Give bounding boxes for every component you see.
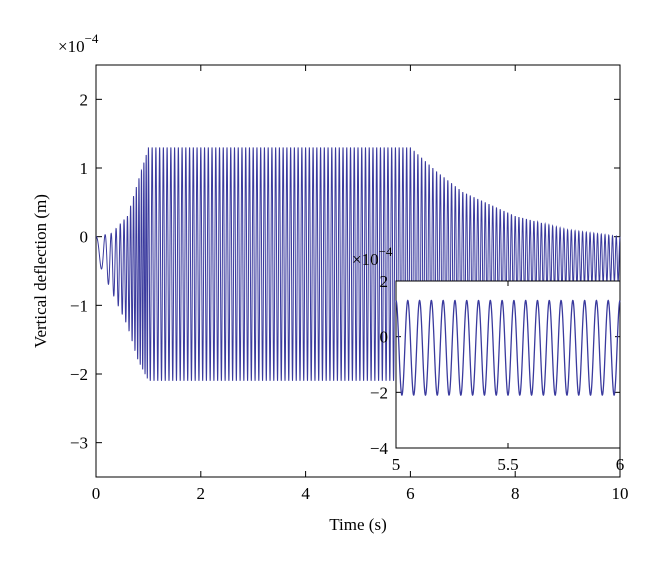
main-y-tick-label: 1: [80, 159, 89, 178]
main-x-tick-label: 8: [511, 484, 520, 503]
inset-y-tick-label: 2: [380, 272, 389, 291]
inset-x-tick-label: 6: [616, 455, 625, 474]
inset-y-tick-label: −2: [370, 383, 388, 402]
inset-x-tick-label: 5.5: [497, 455, 518, 474]
inset-x-tick-label: 5: [392, 455, 401, 474]
main-x-tick-label: 2: [197, 484, 206, 503]
main-y-tick-label: −3: [70, 434, 88, 453]
main-y-tick-label: 2: [80, 90, 89, 109]
inset-y-tick-label: 0: [380, 328, 389, 347]
main-axis-ticks: 0 2 4 6 8 10 −3 −2 −1 0 1 2: [70, 65, 629, 503]
y-axis-label: Vertical deflection (m): [31, 194, 50, 348]
inset-plot-area: [395, 280, 621, 449]
main-y-tick-label: −2: [70, 365, 88, 384]
main-x-tick-label: 6: [406, 484, 415, 503]
main-plot-area: [95, 64, 621, 478]
main-x-tick-label: 10: [612, 484, 629, 503]
y-multiplier: ×10−4: [58, 31, 99, 56]
inset-y-multiplier: ×10−4: [352, 244, 393, 269]
main-y-tick-label: 0: [80, 228, 89, 247]
inset-series-line: [395, 299, 621, 397]
main-series-line: [95, 147, 621, 381]
inset-y-tick-label: −4: [370, 439, 389, 458]
main-y-tick-label: −1: [70, 296, 88, 315]
inset-axis-ticks: 5 5.5 6 −4 −2 0 2: [370, 272, 624, 474]
x-axis-label: Time (s): [329, 515, 386, 534]
main-x-tick-label: 0: [92, 484, 101, 503]
main-x-tick-label: 4: [301, 484, 310, 503]
